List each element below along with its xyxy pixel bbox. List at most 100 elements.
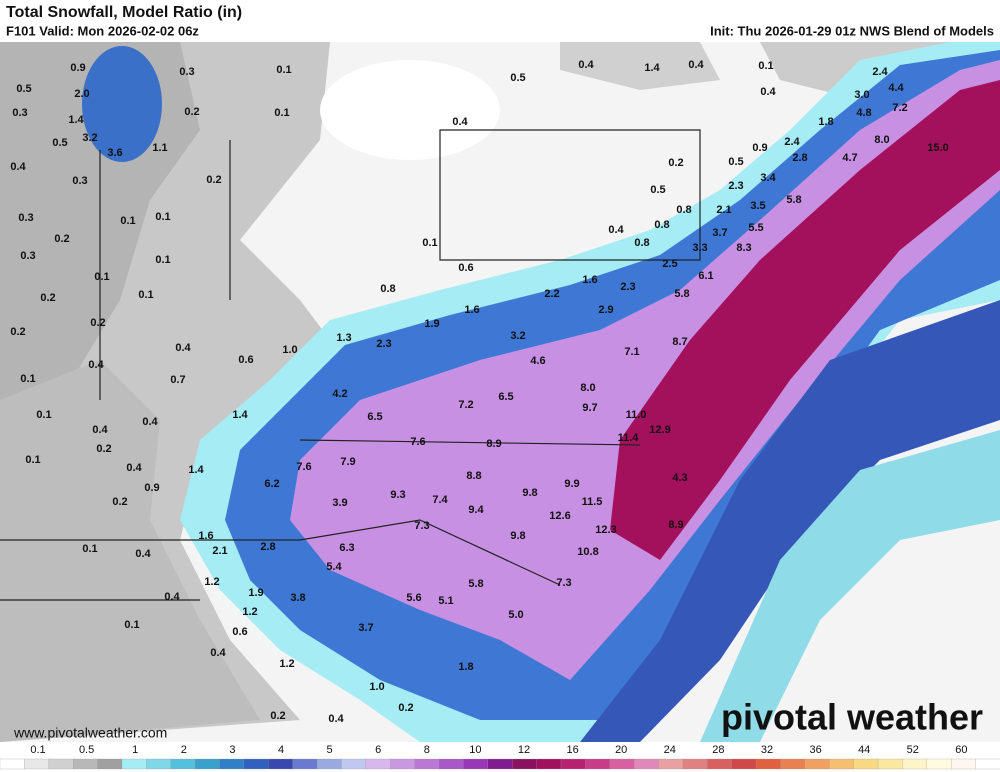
snowfall-label: 0.4 <box>10 161 26 173</box>
snowfall-label: 4.4 <box>888 82 904 94</box>
snowfall-label: 1.8 <box>458 661 473 673</box>
colorbar-swatch <box>633 758 660 770</box>
snowfall-label: 1.6 <box>464 304 479 316</box>
lake-snow <box>82 46 162 162</box>
snowfall-label: 12.6 <box>549 510 570 522</box>
snowfall-label: 9.8 <box>510 530 525 542</box>
colorbar-label: 52 <box>907 744 919 756</box>
snowfall-label: 0.1 <box>422 237 437 249</box>
snowfall-label: 0.3 <box>179 66 194 78</box>
snowfall-label: 0.4 <box>164 591 180 603</box>
snowfall-label: 3.6 <box>107 147 122 159</box>
snowfall-label: 0.2 <box>10 326 25 338</box>
colorbar-swatch <box>829 758 855 770</box>
snowfall-label: 5.6 <box>406 592 421 604</box>
snowfall-label: 5.1 <box>438 595 453 607</box>
snowfall-label: 11.5 <box>582 496 603 508</box>
snowfall-label: 0.7 <box>170 374 185 386</box>
colorbar-swatch <box>48 758 74 770</box>
snowfall-label: 3.5 <box>750 200 765 212</box>
snowfall-label: 5.4 <box>326 561 342 573</box>
snowfall-label: 0.1 <box>155 211 170 223</box>
snowfall-label: 9.3 <box>390 489 405 501</box>
snowfall-label: 1.2 <box>204 576 219 588</box>
snowfall-label: 0.4 <box>88 359 104 371</box>
snowfall-label: 8.8 <box>466 470 481 482</box>
header-bar <box>0 0 1000 42</box>
colorbar-swatch <box>951 758 977 770</box>
snowfall-label: 7.9 <box>340 456 355 468</box>
snowfall-label: 2.2 <box>544 288 559 300</box>
snowfall-label: 0.6 <box>232 626 247 638</box>
snowfall-label: 11.0 <box>626 409 647 421</box>
init-time: Init: Thu 2026-01-29 01z NWS Blend of Mo… <box>710 23 994 38</box>
snowfall-label: 0.1 <box>276 64 291 76</box>
snowfall-label: 3.2 <box>82 132 97 144</box>
snowfall-label: 2.3 <box>620 281 635 293</box>
snowfall-label: 0.4 <box>578 59 594 71</box>
snowfall-label: 3.7 <box>712 227 727 239</box>
snowfall-label: 0.1 <box>155 254 170 266</box>
snowfall-label: 12.3 <box>595 524 616 536</box>
snowfall-label: 2.4 <box>784 136 800 148</box>
snowfall-label: 2.3 <box>376 338 391 350</box>
snowfall-label: 0.5 <box>510 72 525 84</box>
snowfall-label: 5.8 <box>468 578 483 590</box>
snowfall-label: 15.0 <box>927 142 948 154</box>
snowfall-label: 0.4 <box>760 86 776 98</box>
colorbar-swatch <box>585 758 611 770</box>
snowfall-label: 9.4 <box>468 504 484 516</box>
snowfall-label: 2.1 <box>212 545 227 557</box>
snowfall-label: 5.8 <box>674 288 689 300</box>
colorbar-swatch <box>731 758 757 770</box>
snowfall-label: 0.9 <box>144 482 159 494</box>
colorbar-swatch <box>121 758 147 770</box>
snowfall-label: 1.4 <box>232 409 248 421</box>
snowfall-label: 6.1 <box>698 270 713 282</box>
colorbar-label: 3 <box>229 744 235 756</box>
snowfall-label: 3.3 <box>692 242 707 254</box>
colorbar-label: 4 <box>278 744 284 756</box>
snowfall-label: 7.1 <box>624 346 639 358</box>
snowfall-label: 0.2 <box>668 157 683 169</box>
snow-heavy <box>610 80 1000 560</box>
snowfall-label: 7.3 <box>414 520 429 532</box>
colorbar-label: 0.1 <box>30 744 45 756</box>
colorbar-label: 2 <box>181 744 187 756</box>
snowfall-label: 0.1 <box>82 543 97 555</box>
snowfall-label: 0.4 <box>142 416 158 428</box>
snowfall-label: 2.5 <box>662 258 677 270</box>
snowfall-label: 7.6 <box>410 436 425 448</box>
colorbar-swatch <box>975 758 1000 770</box>
colorbar-label: 36 <box>809 744 821 756</box>
snowfall-label: 9.8 <box>522 487 537 499</box>
snowfall-label: 1.2 <box>279 658 294 670</box>
snowfall-label: 0.8 <box>676 204 691 216</box>
snowfall-label: 3.4 <box>760 172 776 184</box>
snowfall-label: 0.2 <box>398 702 413 714</box>
snowfall-label: 3.2 <box>510 330 525 342</box>
snowfall-label: 3.7 <box>358 622 373 634</box>
colorbar-label: 0.5 <box>79 744 94 756</box>
snowfall-label: 0.1 <box>25 454 40 466</box>
snowfall-label: 0.4 <box>328 713 344 725</box>
snowfall-label: 8.0 <box>580 382 595 394</box>
colorbar-label: 20 <box>615 744 627 756</box>
colorbar-swatch <box>0 758 26 770</box>
colorbar-swatch <box>438 758 465 770</box>
colorbar-swatch <box>24 758 50 770</box>
snowfall-label: 3.9 <box>332 497 347 509</box>
colorbar-swatch <box>292 758 318 770</box>
snowfall-label: 0.1 <box>94 271 109 283</box>
snowfall-label: 1.3 <box>336 332 351 344</box>
colorbar-label: 12 <box>518 744 530 756</box>
snowfall-label: 0.4 <box>608 224 624 236</box>
snowfall-label: 0.4 <box>210 647 226 659</box>
snowfall-label: 4.3 <box>672 472 687 484</box>
colorbar-swatch <box>658 758 684 770</box>
snowfall-label: 5.8 <box>786 194 801 206</box>
snowfall-label: 6.5 <box>367 411 382 423</box>
snowfall-label: 0.2 <box>54 233 69 245</box>
snowfall-label: 0.1 <box>120 215 135 227</box>
snowfall-label: 12.9 <box>649 424 670 436</box>
